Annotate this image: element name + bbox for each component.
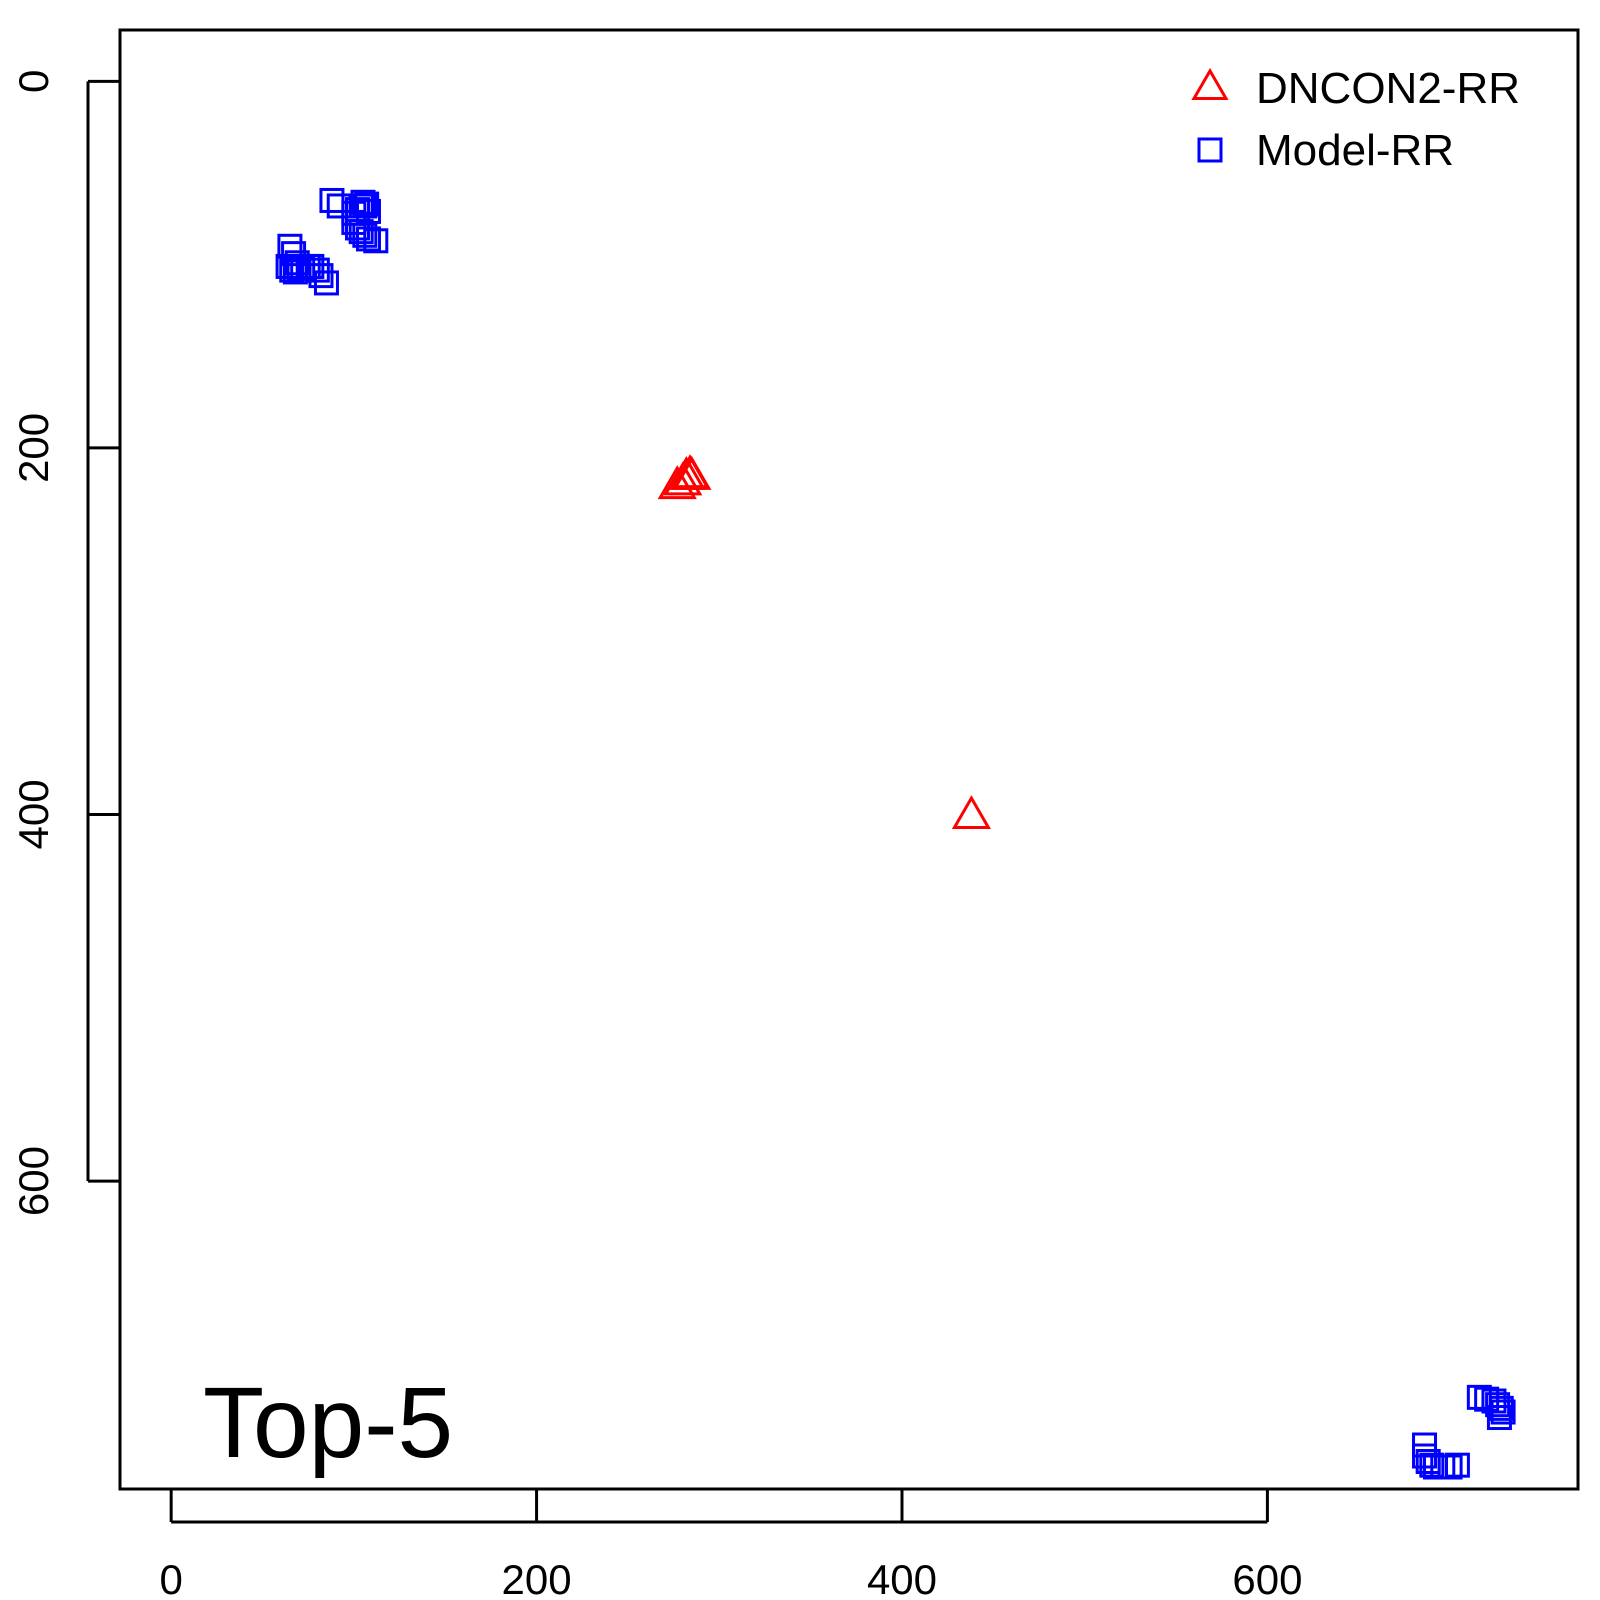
legend-label: DNCON2-RR	[1256, 64, 1520, 113]
square-point	[348, 219, 374, 245]
square-point	[299, 253, 325, 279]
legend-item: DNCON2-RR	[1191, 64, 1520, 113]
series-model-rr	[275, 187, 1516, 1480]
legend-triangle-icon	[1191, 67, 1229, 101]
data-points	[275, 187, 1516, 1480]
square-point	[313, 270, 339, 296]
square-point	[363, 228, 389, 254]
y-axis: 0 200 400 600	[10, 70, 120, 1216]
square-point	[1488, 1395, 1514, 1421]
x-tick-label: 200	[502, 1556, 572, 1600]
square-point	[319, 187, 345, 213]
y-tick-label: 200	[10, 413, 57, 483]
square-point	[354, 191, 380, 217]
square-point	[281, 241, 307, 267]
triangle-point	[672, 455, 712, 490]
square-point	[1490, 1399, 1516, 1425]
x-tick-label: 0	[159, 1556, 182, 1600]
square-point	[290, 255, 316, 281]
plot-frame	[118, 28, 1580, 1491]
panel-annotation: Top-5	[203, 1367, 453, 1479]
y-tick-label: 0	[10, 70, 57, 93]
legend: DNCON2-RR Model-RR	[1191, 64, 1520, 175]
square-point	[304, 257, 330, 283]
square-point	[1437, 1454, 1463, 1480]
legend-square-icon	[1197, 137, 1223, 163]
y-tick-label: 600	[10, 1146, 57, 1216]
square-point	[1485, 1392, 1511, 1418]
x-axis: 0 200 400 600	[159, 1490, 1302, 1600]
legend-item: Model-RR	[1197, 126, 1454, 175]
triangle-point	[657, 465, 697, 500]
square-point	[1486, 1405, 1512, 1431]
square-point	[308, 263, 334, 289]
series-dncon2-rr	[657, 454, 992, 830]
y-tick-label: 400	[10, 779, 57, 849]
x-tick-label: 600	[1232, 1556, 1302, 1600]
square-point	[355, 226, 381, 252]
square-point	[1444, 1452, 1470, 1478]
triangle-point	[951, 795, 992, 830]
square-point	[350, 189, 376, 215]
x-tick-label: 400	[867, 1556, 937, 1600]
legend-label: Model-RR	[1256, 126, 1454, 175]
